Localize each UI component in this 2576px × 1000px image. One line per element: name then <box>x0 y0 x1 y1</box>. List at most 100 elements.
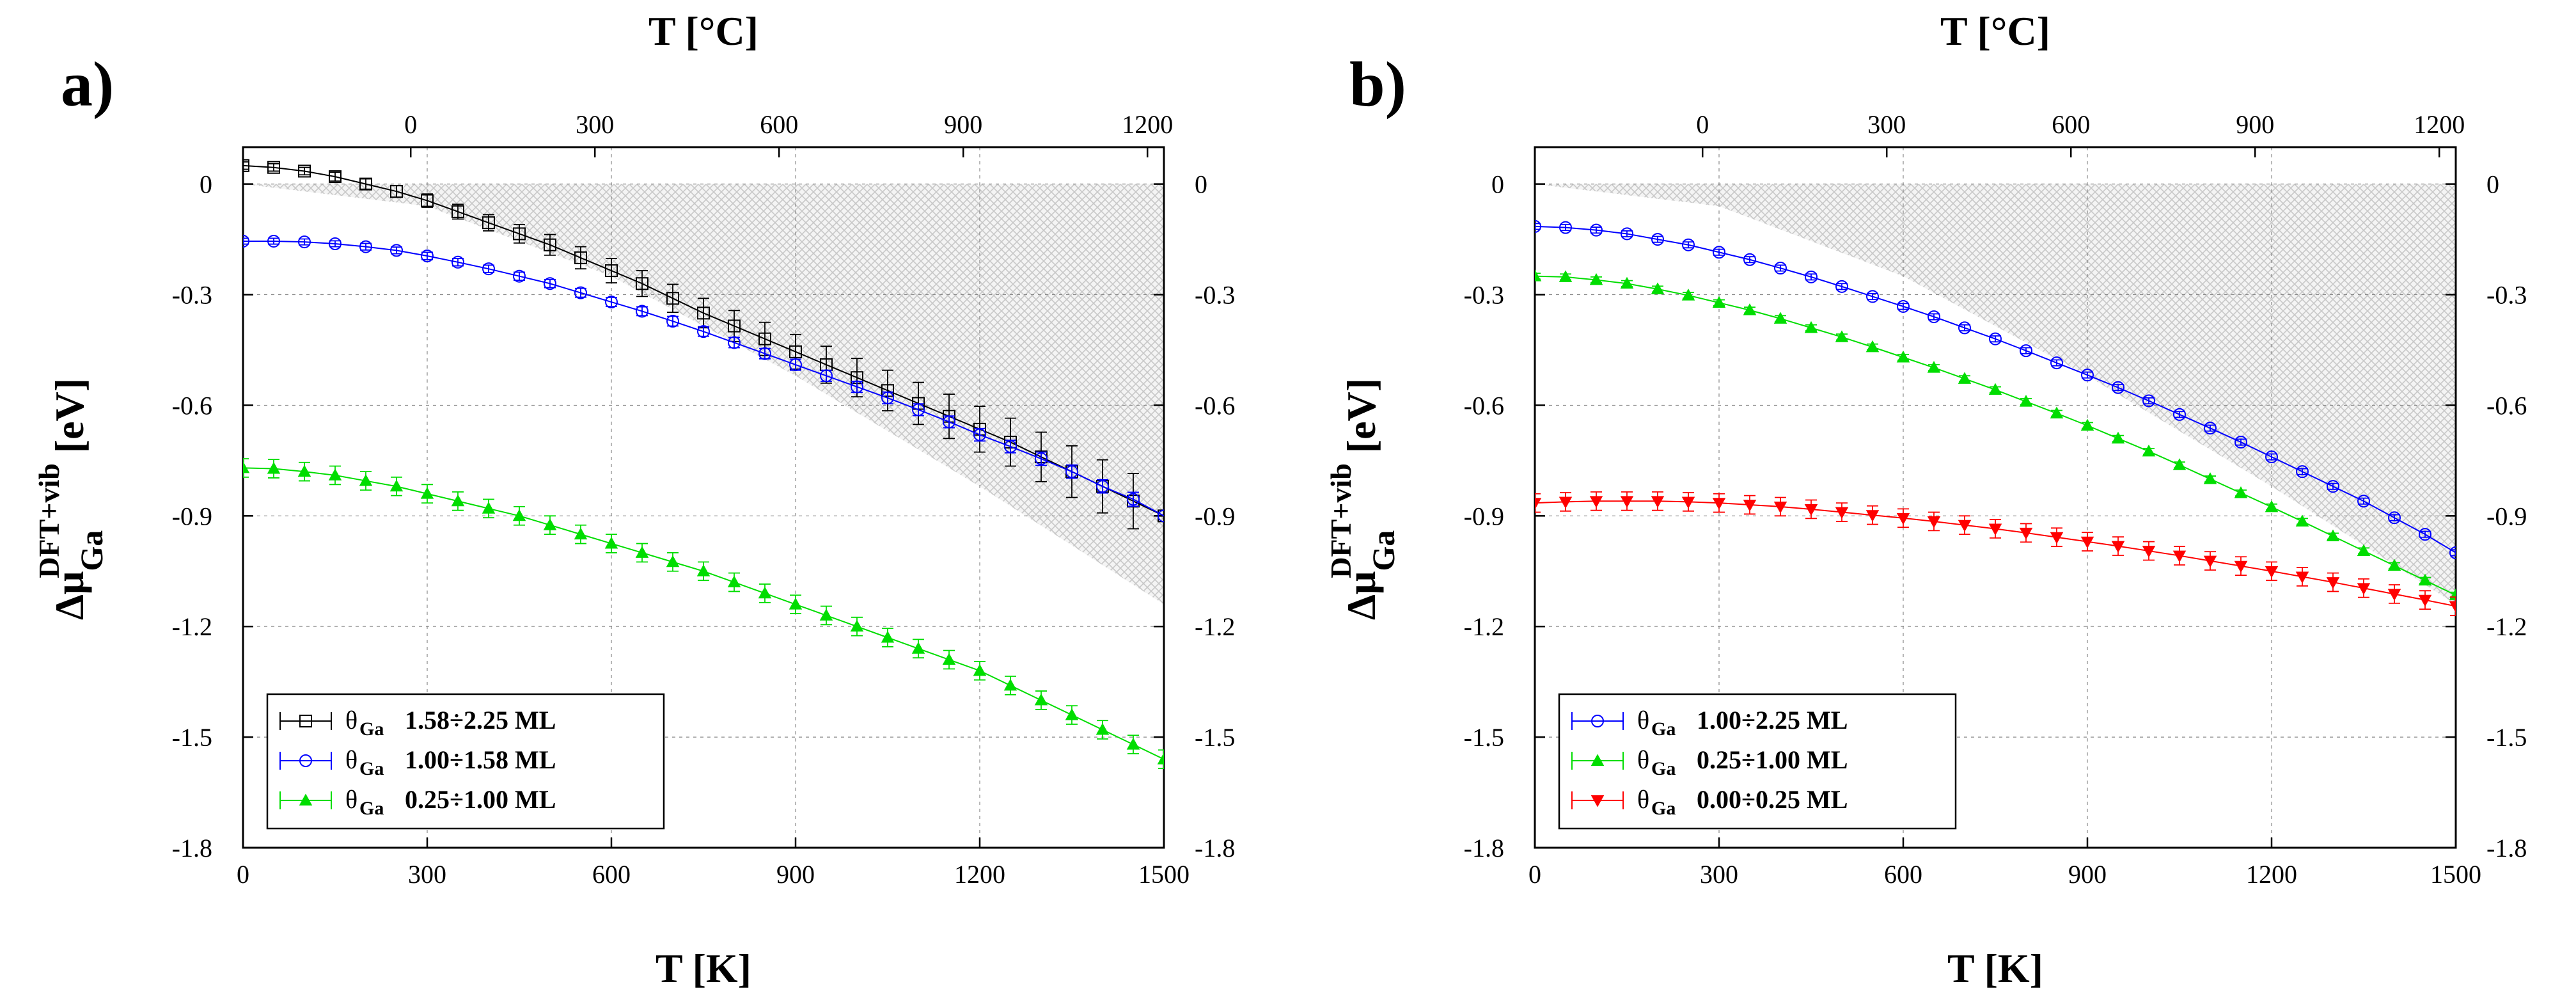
y-tick-label-left: -0.3 <box>172 281 212 310</box>
series-triangle-up <box>1535 269 2456 601</box>
data-point <box>544 238 556 251</box>
legend-subscript: Ga <box>1651 718 1676 740</box>
shaded-region <box>243 184 1164 605</box>
series-line <box>1535 500 2456 607</box>
data-point <box>2111 541 2125 553</box>
x2-tick-label: 1200 <box>1122 110 1173 139</box>
data-point <box>943 415 955 429</box>
data-point <box>1773 312 1787 324</box>
legend-label: 0.00÷0.25 ML <box>1697 785 1848 814</box>
data-point <box>513 227 526 241</box>
data-point <box>666 292 679 305</box>
axis-ticks: 0 300 600 900 1200 1500 0 300 600 900 1200 0 0 -0.3 -0… <box>172 110 1236 889</box>
data-point <box>758 586 772 599</box>
legend-label: 1.00÷2.25 ML <box>1697 706 1848 734</box>
shaded-region <box>1535 184 2456 605</box>
data-point <box>697 306 710 320</box>
data-point <box>2019 395 2033 407</box>
data-point <box>1805 270 1818 283</box>
legend-theta: θ <box>1637 706 1649 734</box>
data-point <box>1988 523 2002 536</box>
data-point <box>299 754 312 767</box>
y-tick-label-left: -0.9 <box>172 502 212 530</box>
data-point <box>819 608 833 621</box>
data-point <box>1590 223 1603 237</box>
data-point <box>1590 754 1605 766</box>
x2-axis-title: T [°C] <box>1940 8 2050 54</box>
data-point <box>1866 290 1879 303</box>
data-point <box>2142 394 2155 408</box>
data-point <box>2080 418 2094 431</box>
data-point <box>2050 532 2064 544</box>
x-tick-label: 900 <box>2068 860 2107 889</box>
data-point <box>1065 708 1079 720</box>
data-point <box>728 336 741 349</box>
y-tick-label-left: 0 <box>200 170 212 199</box>
data-point <box>1559 270 1573 282</box>
legend-label: 1.00÷1.58 ML <box>405 745 556 774</box>
y-tick-label-left: -1.5 <box>172 723 212 752</box>
svg-text:ΔμGaDFT+vib[eV]: ΔμGaDFT+vib[eV] <box>33 378 109 620</box>
data-point <box>2204 422 2217 435</box>
data-point <box>299 793 313 806</box>
data-point <box>2295 514 2309 527</box>
legend-theta: θ <box>345 706 357 734</box>
data-point <box>727 575 741 588</box>
data-point <box>298 235 311 249</box>
data-point <box>2081 369 2094 382</box>
data-point <box>973 663 987 676</box>
x-tick-label: 1500 <box>1138 860 1190 889</box>
data-point <box>2265 450 2278 464</box>
data-point <box>1651 282 1665 294</box>
data-point <box>1896 512 1910 525</box>
legend-entry: θ Ga 0.00÷0.25 ML <box>1571 785 1848 819</box>
y-tick-label-left: 0 <box>1491 170 1504 199</box>
data-point <box>1035 452 1048 465</box>
data-point <box>1620 496 1634 508</box>
data-point <box>1096 723 1110 735</box>
data-point <box>1651 233 1664 246</box>
data-point <box>1774 262 1787 275</box>
legend-subscript: Ga <box>359 718 384 740</box>
data-point <box>758 332 771 345</box>
data-point <box>2388 511 2401 525</box>
data-point <box>1096 480 1109 493</box>
legend-theta: θ <box>345 785 357 814</box>
data-point <box>1958 321 1971 335</box>
data-point <box>513 269 526 283</box>
data-point <box>1127 493 1140 506</box>
data-point <box>1559 496 1573 509</box>
data-point <box>1804 504 1818 516</box>
data-point <box>636 305 648 318</box>
data-point <box>942 653 956 665</box>
data-point <box>666 555 680 567</box>
data-point <box>1681 289 1695 301</box>
y-tick-label-left: -0.6 <box>1464 391 1504 420</box>
data-series <box>243 159 1164 769</box>
legend-subscript: Ga <box>1651 798 1676 819</box>
series-circle <box>1535 219 2456 559</box>
data-point <box>1927 361 1941 373</box>
data-point <box>1897 299 1910 313</box>
x2-tick-label: 0 <box>404 110 417 139</box>
data-point <box>267 462 281 474</box>
data-point <box>789 358 802 372</box>
y-axis-title: ΔμGaDFT+vib[eV] <box>1324 378 1401 620</box>
data-point <box>1835 280 1848 293</box>
x-tick-label: 1200 <box>2246 860 2297 889</box>
x2-tick-label: 600 <box>760 110 798 139</box>
y-tick-label-right: -1.2 <box>2486 612 2527 641</box>
data-point <box>1003 678 1017 691</box>
y-tick-label-left: -0.3 <box>1464 281 1504 310</box>
y-tick-label-left: -1.2 <box>1464 612 1504 641</box>
y-tick-label-left: -1.5 <box>1464 723 1504 752</box>
x-tick-label: 600 <box>592 860 631 889</box>
legend-entry: θ Ga 1.00÷1.58 ML <box>279 745 556 779</box>
feasible-region-shading <box>1535 184 2456 605</box>
data-point <box>2173 408 2186 421</box>
legend-label: 0.25÷1.00 ML <box>1697 745 1848 774</box>
data-point <box>543 518 557 530</box>
data-point <box>2203 472 2217 484</box>
data-point <box>2387 589 2401 601</box>
data-point <box>574 527 588 540</box>
